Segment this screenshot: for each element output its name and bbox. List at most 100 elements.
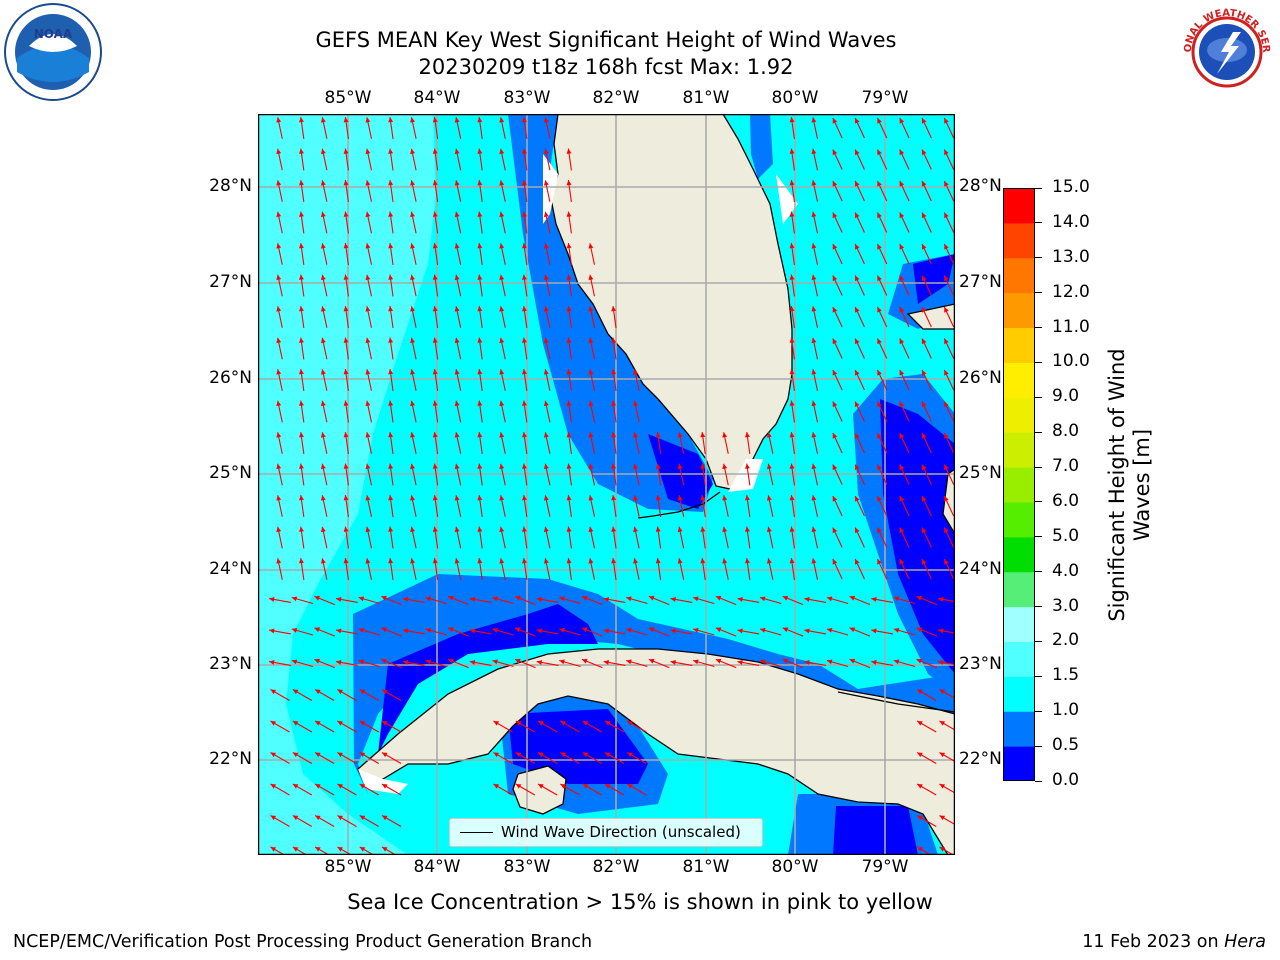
wind-arrow: [388, 463, 394, 486]
lon-label-bottom: 81°W: [682, 857, 730, 877]
nws-logo: NATIONAL WEATHER SERVICE: [1177, 2, 1275, 100]
wind-arrow: [677, 526, 685, 549]
wind-arrow: [454, 117, 462, 139]
wind-arrow: [320, 495, 328, 517]
wind-arrow: [337, 689, 357, 701]
colorbar-tick-label: 8.0: [1052, 421, 1080, 442]
wind-arrow: [566, 211, 572, 234]
coastal-mask: [358, 769, 408, 794]
wind-arrow: [469, 628, 492, 635]
wind-arrow: [410, 337, 417, 360]
wind-arrow: [943, 212, 955, 233]
lat-label-left: 22°N: [209, 749, 252, 769]
coastal-mask: [728, 459, 763, 492]
wind-arrow: [677, 558, 685, 580]
wind-arrow: [759, 627, 782, 636]
wind-arrow: [337, 752, 357, 764]
wind-arrow: [849, 658, 871, 669]
wind-arrow: [939, 689, 955, 700]
wind-arrow: [499, 526, 506, 549]
wind-arrow: [477, 337, 483, 360]
wind-arrow: [899, 212, 910, 233]
wind-arrow: [832, 527, 843, 548]
wind-arrow: [899, 149, 910, 170]
colorbar-tick-mark: [1035, 257, 1042, 259]
wind-arrow: [744, 432, 751, 454]
wind-arrow: [536, 659, 559, 666]
wind-arrow: [335, 628, 358, 635]
lat-label-right: 26°N: [959, 368, 1002, 388]
wind-arrow: [477, 495, 483, 517]
wind-arrow: [789, 369, 795, 391]
legend-line: [460, 832, 493, 833]
wind-arrow: [477, 211, 483, 234]
wind-arrow: [432, 117, 439, 139]
lat-label-left: 26°N: [209, 368, 252, 388]
wind-arrow: [832, 243, 843, 265]
wind-arrow: [276, 274, 283, 297]
wind-arrow: [611, 463, 617, 486]
wind-arrow: [314, 595, 336, 606]
wind-arrow: [320, 274, 328, 297]
wind-arrow: [766, 495, 774, 517]
colorbar-tick-mark: [1035, 466, 1042, 468]
colorbar-segment: [1003, 292, 1035, 329]
wind-arrow: [588, 495, 596, 517]
wind-arrow: [270, 720, 290, 733]
wind-arrow: [515, 720, 536, 733]
wind-arrow: [410, 306, 417, 328]
wind-arrow: [604, 783, 625, 796]
wind-arrow: [381, 783, 402, 796]
wind-arrow: [388, 400, 394, 423]
wind-arrow: [358, 627, 380, 636]
wind-arrow: [916, 720, 937, 733]
wind-arrow: [454, 274, 462, 297]
colorbar-segment: [1003, 188, 1035, 224]
wind-arrow: [871, 596, 894, 603]
wind-arrow: [782, 627, 804, 637]
wind-arrow: [454, 558, 462, 580]
wind-arrow: [477, 369, 483, 391]
wind-arrow: [298, 274, 305, 297]
wind-arrow: [314, 846, 331, 855]
wind-arrow: [543, 558, 551, 580]
wind-arrow: [543, 400, 551, 423]
wind-arrow: [493, 783, 513, 796]
colorbar-tick-mark: [1035, 187, 1042, 189]
wind-arrow: [320, 463, 328, 486]
colorbar-segment: [1003, 746, 1035, 781]
wind-arrow: [454, 432, 462, 454]
colorbar-tick-label: 13.0: [1052, 246, 1090, 267]
wind-arrow: [633, 369, 640, 391]
wind-arrow: [381, 595, 402, 606]
wind-arrow: [343, 306, 349, 328]
wind-arrow: [381, 658, 402, 669]
wind-arrow: [916, 595, 938, 606]
lon-label-bottom: 83°W: [503, 857, 551, 877]
wind-arrow: [916, 752, 937, 764]
wind-arrow: [269, 596, 291, 603]
wind-arrow: [381, 752, 402, 764]
wind-arrow: [358, 596, 380, 605]
wind-arrow: [365, 400, 373, 423]
wind-arrow: [854, 117, 865, 139]
colorbar-tick-label: 15.0: [1052, 177, 1090, 197]
wind-arrow: [921, 149, 932, 170]
colorbar-tick-mark: [1035, 361, 1042, 363]
wind-arrow: [298, 211, 305, 234]
wind-arrow: [876, 117, 888, 139]
wind-arrow: [365, 243, 373, 265]
wind-arrow: [365, 432, 373, 454]
colorbar-tick-label: 0.0: [1052, 770, 1080, 790]
wind-arrow: [432, 148, 439, 171]
wind-arrow: [521, 463, 528, 486]
wind-arrow: [388, 369, 394, 391]
wind-arrow: [611, 337, 617, 360]
wind-arrow: [276, 526, 283, 549]
wind-arrow: [943, 117, 955, 139]
florida-keys: [637, 491, 721, 519]
wind-arrow: [359, 815, 380, 827]
wind-arrow: [854, 527, 865, 548]
wind-arrow: [298, 495, 305, 517]
lat-label-left: 28°N: [209, 176, 252, 196]
